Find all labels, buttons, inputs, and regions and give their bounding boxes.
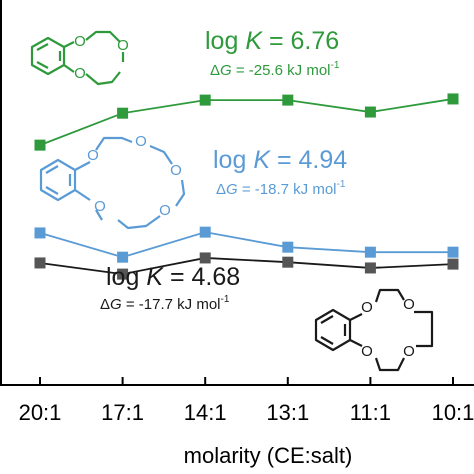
text-part: = -18.7 kJ mol [238, 181, 337, 198]
text-part: Δ [216, 181, 226, 198]
atom-label: O [87, 147, 99, 164]
text-part: = 4.94 [270, 146, 347, 174]
text-part: -1 [331, 60, 340, 71]
marker [364, 262, 376, 274]
text-part: Δ [210, 62, 220, 79]
x-tick-label: 17:1 [101, 400, 144, 425]
atom-label: O [74, 33, 86, 50]
marker [34, 227, 46, 239]
atom-label: O [403, 343, 415, 360]
atom-label: O [403, 296, 415, 313]
text-part: = 4.68 [163, 263, 240, 291]
text-part: G [110, 296, 122, 313]
atom-label: O [361, 299, 373, 316]
marker [117, 268, 129, 280]
marker [117, 251, 129, 263]
text-part: log [205, 27, 245, 55]
atom-label: O [159, 202, 171, 219]
text-part: Δ [100, 296, 110, 313]
x-tick-label: 11:1 [350, 400, 391, 425]
text-part: -1 [221, 294, 230, 305]
x-tick-label: 14:1 [184, 400, 227, 425]
text-part: K [245, 27, 263, 55]
series-line [39, 98, 454, 146]
marker [364, 106, 376, 118]
atom-label: O [74, 65, 86, 82]
text-part: = -25.6 kJ mol [232, 62, 331, 79]
x-tick-label: 20:1 [19, 400, 62, 425]
marker [199, 94, 211, 106]
atom-label: O [361, 343, 373, 360]
marker [282, 256, 294, 268]
atom-label: O [94, 198, 106, 215]
annotation-dg: ΔG = -17.7 kJ mol-1 [100, 294, 230, 313]
molecule-blue [39, 136, 186, 230]
atom-label: O [170, 162, 182, 179]
text-part: G [226, 181, 238, 198]
x-tick-label: 10:1 [432, 400, 474, 425]
marker [199, 226, 211, 238]
marker [117, 107, 129, 119]
x-axis-label: molarity (CE:salt) [184, 443, 353, 468]
marker [34, 139, 46, 151]
annotation-logk: log K = 4.68 [106, 263, 240, 291]
marker [447, 93, 459, 105]
molecule-black [314, 288, 434, 372]
marker [447, 258, 459, 270]
molecule-green [30, 30, 125, 86]
text-part: G [220, 62, 232, 79]
marker [34, 257, 46, 269]
atom-label: O [117, 37, 129, 54]
marker [364, 246, 376, 258]
marker [282, 94, 294, 106]
series-line [39, 257, 454, 276]
text-part: = -17.7 kJ mol [122, 296, 221, 313]
annotation-dg: ΔG = -18.7 kJ mol-1 [216, 179, 346, 198]
series-line [39, 231, 453, 259]
marker [447, 246, 459, 258]
text-part: K [146, 263, 164, 291]
text-part: log [213, 146, 253, 174]
text-part: log [106, 263, 146, 291]
x-tick-label: 13:1 [266, 400, 309, 425]
text-part: K [253, 146, 271, 174]
marker [199, 252, 211, 264]
text-part: -1 [337, 179, 346, 190]
marker [282, 241, 294, 253]
annotation-dg: ΔG = -25.6 kJ mol-1 [210, 60, 340, 79]
annotation-logk: log K = 6.76 [205, 27, 339, 55]
annotation-logk: log K = 4.94 [213, 146, 347, 174]
text-part: = 6.76 [262, 27, 339, 55]
atom-label: O [135, 133, 147, 150]
